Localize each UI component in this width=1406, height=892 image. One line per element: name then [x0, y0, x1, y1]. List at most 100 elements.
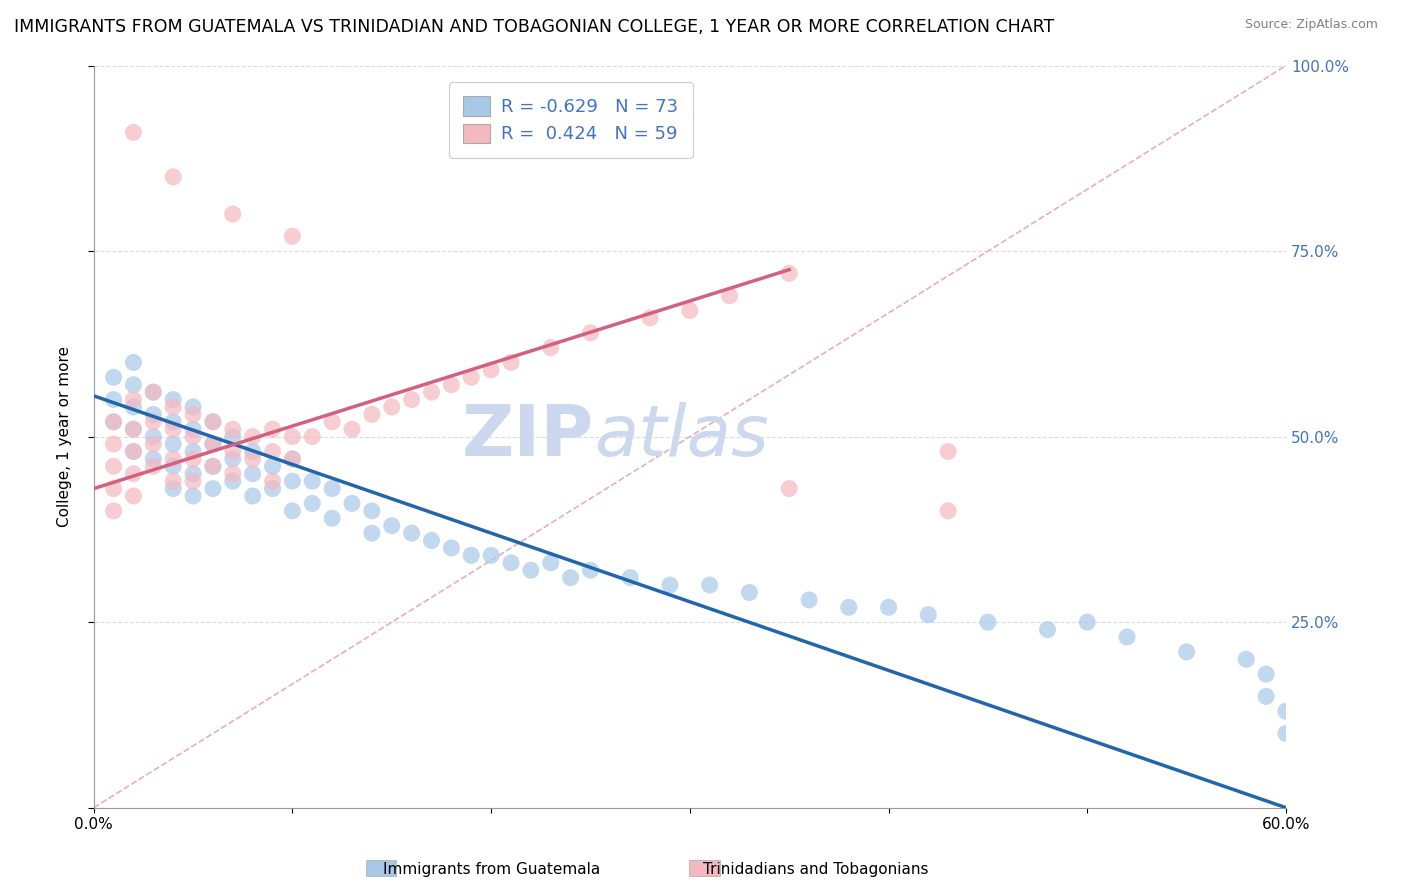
Point [520, 563, 543, 577]
Point [122, 489, 145, 503]
Point [262, 474, 284, 488]
Point [162, 415, 184, 429]
Point [162, 482, 184, 496]
Point [440, 377, 463, 392]
Point [936, 504, 959, 518]
Point [103, 437, 125, 451]
Point [122, 400, 145, 414]
Point [103, 482, 125, 496]
Point [142, 437, 165, 451]
Point [778, 266, 800, 280]
Point [103, 392, 125, 407]
Point [162, 400, 184, 414]
Point [142, 385, 165, 400]
Point [201, 415, 224, 429]
Point [181, 430, 204, 444]
Point [222, 467, 245, 481]
Point [579, 563, 602, 577]
Point [1234, 652, 1257, 666]
Point [381, 518, 404, 533]
Text: IMMIGRANTS FROM GUATEMALA VS TRINIDADIAN AND TOBAGONIAN COLLEGE, 1 YEAR OR MORE : IMMIGRANTS FROM GUATEMALA VS TRINIDADIAN… [14, 18, 1054, 36]
Text: Immigrants from Guatemala: Immigrants from Guatemala [384, 863, 600, 877]
Point [122, 392, 145, 407]
Point [181, 489, 204, 503]
Text: Source: ZipAtlas.com: Source: ZipAtlas.com [1244, 18, 1378, 31]
Point [638, 310, 661, 325]
Point [162, 459, 184, 474]
Point [977, 615, 1000, 629]
Y-axis label: College, 1 year or more: College, 1 year or more [58, 346, 72, 527]
Point [242, 430, 264, 444]
Point [162, 422, 184, 436]
Point [242, 467, 264, 481]
Point [122, 467, 145, 481]
Point [479, 363, 502, 377]
Point [838, 600, 860, 615]
Point [262, 482, 284, 496]
Point [479, 549, 502, 563]
Point [301, 474, 323, 488]
Point [401, 526, 423, 541]
Point [103, 504, 125, 518]
Point [262, 444, 284, 458]
Point [499, 556, 522, 570]
Point [201, 459, 224, 474]
Point [242, 489, 264, 503]
Point [499, 355, 522, 369]
Point [201, 437, 224, 451]
Point [778, 482, 800, 496]
Point [1275, 704, 1298, 718]
Point [181, 422, 204, 436]
Point [340, 496, 363, 510]
Point [222, 422, 245, 436]
Point [361, 526, 384, 541]
Point [201, 437, 224, 451]
Point [122, 444, 145, 458]
Point [1254, 667, 1277, 681]
Point [142, 451, 165, 466]
Point [181, 408, 204, 422]
Point [142, 459, 165, 474]
Point [281, 474, 304, 488]
Point [420, 385, 443, 400]
Point [162, 392, 184, 407]
Point [181, 467, 204, 481]
Point [301, 496, 323, 510]
Point [1175, 645, 1198, 659]
Point [361, 408, 384, 422]
Point [1254, 690, 1277, 704]
Point [222, 430, 245, 444]
Point [103, 370, 125, 384]
Point [201, 459, 224, 474]
Point [797, 593, 820, 607]
Point [122, 444, 145, 458]
Text: atlas: atlas [595, 402, 769, 471]
Point [122, 422, 145, 436]
Point [122, 377, 145, 392]
Point [281, 451, 304, 466]
Point [1076, 615, 1098, 629]
Point [222, 451, 245, 466]
Point [540, 341, 562, 355]
Point [1116, 630, 1139, 644]
Point [142, 385, 165, 400]
Point [103, 459, 125, 474]
Text: Trinidadians and Tobagonians: Trinidadians and Tobagonians [703, 863, 928, 877]
Point [401, 392, 423, 407]
Point [540, 556, 562, 570]
Point [222, 207, 245, 221]
Point [142, 430, 165, 444]
Point [281, 504, 304, 518]
Point [679, 303, 702, 318]
Point [181, 400, 204, 414]
Point [201, 415, 224, 429]
Point [181, 451, 204, 466]
Point [460, 549, 482, 563]
Point [181, 444, 204, 458]
Point [440, 541, 463, 555]
Point [560, 571, 582, 585]
Point [579, 326, 602, 340]
Point [718, 288, 741, 302]
Point [242, 451, 264, 466]
Text: ZIP: ZIP [463, 402, 595, 471]
